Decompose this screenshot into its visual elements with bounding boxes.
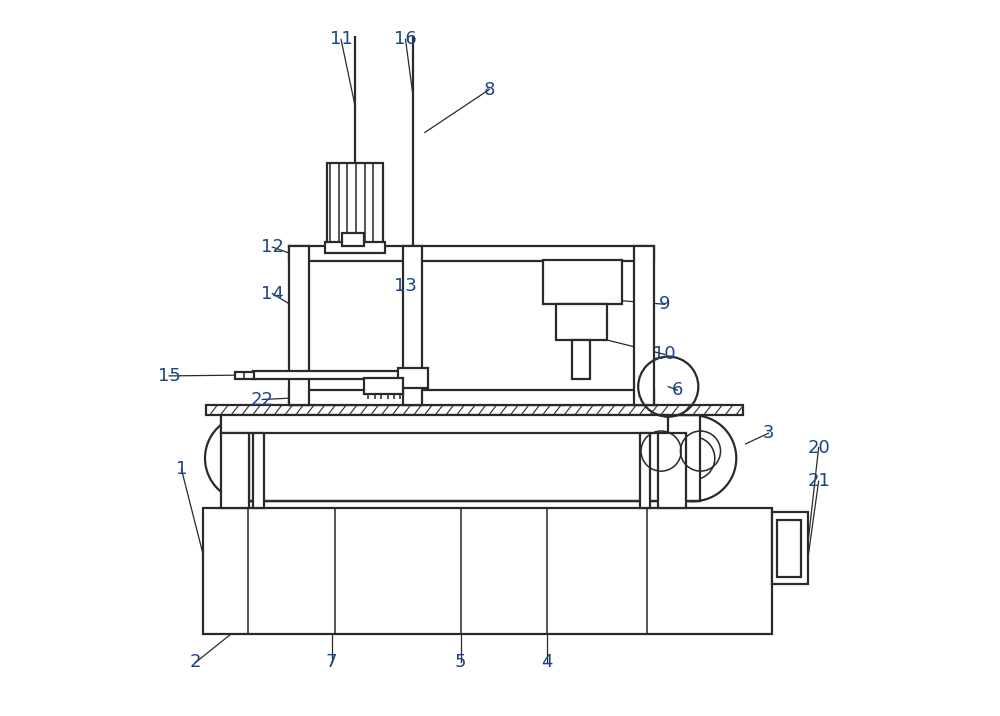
Text: 20: 20	[807, 438, 830, 457]
Text: 1: 1	[176, 460, 187, 478]
Text: 8: 8	[484, 80, 495, 99]
Bar	[221, 433, 249, 508]
Text: 22: 22	[251, 390, 274, 409]
Text: 3: 3	[763, 424, 774, 442]
Bar	[289, 246, 654, 261]
Bar	[249, 415, 700, 501]
Bar	[364, 378, 403, 394]
Bar	[203, 508, 772, 634]
Bar	[221, 415, 668, 433]
Bar	[253, 371, 403, 379]
Text: 7: 7	[326, 653, 337, 672]
Text: 4: 4	[541, 653, 552, 672]
Bar	[658, 433, 686, 508]
Bar	[206, 405, 743, 415]
Text: 13: 13	[394, 277, 417, 296]
Bar	[289, 390, 654, 405]
Text: 12: 12	[261, 238, 284, 256]
Text: 5: 5	[455, 653, 466, 672]
Text: 6: 6	[672, 381, 683, 400]
Bar	[403, 246, 422, 405]
Bar	[221, 415, 668, 433]
Text: 16: 16	[394, 30, 417, 49]
Bar	[634, 246, 654, 405]
Text: 11: 11	[330, 30, 352, 49]
Bar	[398, 368, 428, 388]
Text: 15: 15	[158, 367, 181, 385]
Text: 14: 14	[261, 284, 284, 303]
Bar	[325, 242, 385, 253]
Bar	[572, 340, 590, 379]
Bar	[253, 433, 264, 508]
Text: 9: 9	[659, 295, 670, 314]
Bar	[640, 433, 650, 508]
Bar	[327, 163, 383, 246]
Bar	[543, 260, 622, 304]
Bar	[289, 246, 309, 405]
Bar	[777, 520, 801, 577]
Text: 2: 2	[190, 653, 201, 672]
Bar	[342, 233, 364, 246]
Text: 10: 10	[653, 345, 676, 364]
Text: 21: 21	[807, 472, 830, 490]
Bar	[235, 372, 254, 379]
Bar	[556, 304, 607, 340]
Bar	[772, 512, 808, 584]
